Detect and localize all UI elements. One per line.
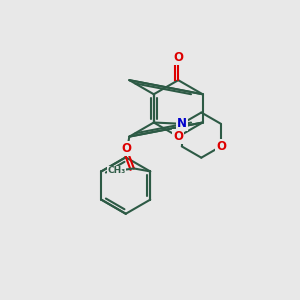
Text: O: O [216,140,226,153]
Text: N: N [177,117,187,130]
Text: O: O [173,51,183,64]
Text: O: O [173,130,183,143]
Text: CH₃: CH₃ [107,166,126,175]
Text: O: O [122,142,131,155]
